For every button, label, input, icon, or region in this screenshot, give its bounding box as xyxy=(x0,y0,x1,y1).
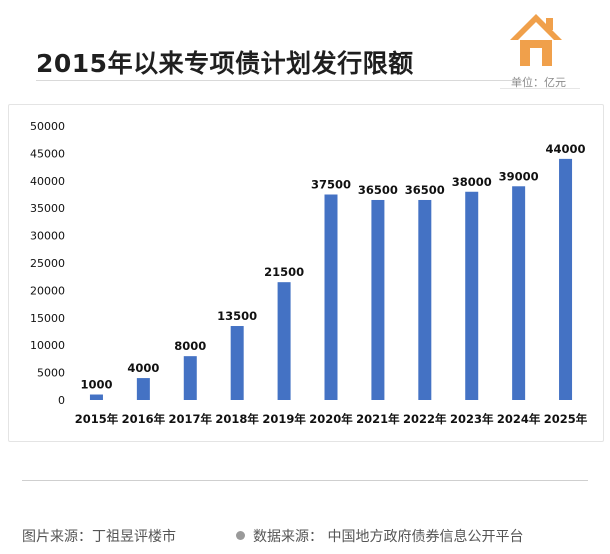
bar xyxy=(465,191,479,400)
footer-divider xyxy=(22,480,588,481)
x-tick-label: 2016年 xyxy=(122,412,166,426)
title-divider xyxy=(36,80,522,81)
bar xyxy=(324,194,338,400)
x-tick-label: 2023年 xyxy=(450,412,494,426)
y-tick-label: 35000 xyxy=(30,202,65,215)
data-label: 39000 xyxy=(499,169,539,183)
data-label: 13500 xyxy=(217,309,257,323)
dot-icon xyxy=(236,531,245,540)
data-label: 38000 xyxy=(452,175,492,189)
y-tick-label: 0 xyxy=(58,394,65,407)
y-tick-label: 5000 xyxy=(37,367,65,380)
y-tick-label: 15000 xyxy=(30,312,65,325)
y-tick-label: 20000 xyxy=(30,284,65,297)
x-tick-label: 2019年 xyxy=(262,412,306,426)
bar xyxy=(230,326,244,400)
data-label: 36500 xyxy=(405,183,445,197)
x-tick-label: 2015年 xyxy=(75,412,119,426)
bar xyxy=(136,378,150,400)
x-tick-label: 2021年 xyxy=(356,412,400,426)
data-label: 8000 xyxy=(174,339,206,353)
y-tick-label: 10000 xyxy=(30,339,65,352)
bar-chart: 0 5000 10000 15000 20000 25000 30000 35000 40000… xyxy=(30,120,588,426)
chart-panel: 0 5000 10000 15000 20000 25000 30000 35000 40000… xyxy=(8,104,604,442)
x-tick-label: 2017年 xyxy=(169,412,213,426)
y-tick-label: 30000 xyxy=(30,230,65,243)
x-tick-label: 2024年 xyxy=(497,412,541,426)
bar xyxy=(559,158,573,400)
y-tick-label: 25000 xyxy=(30,257,65,270)
data-label: 4000 xyxy=(127,361,159,375)
data-source: 数据来源： 中国地方政府债券信息公开平台 xyxy=(236,526,523,546)
bar xyxy=(512,186,526,400)
unit-label: 单位：亿元 xyxy=(511,76,566,89)
data-label: 21500 xyxy=(264,265,304,279)
data-source-text: 数据来源： 中国地方政府债券信息公开平台 xyxy=(253,529,524,545)
bar xyxy=(183,356,197,400)
bar xyxy=(371,199,385,400)
data-label: 1000 xyxy=(80,378,112,392)
x-tick-label: 2025年 xyxy=(544,412,588,426)
bar xyxy=(418,199,432,400)
bar xyxy=(89,394,103,400)
x-tick-label: 2018年 xyxy=(215,412,259,426)
y-tick-label: 50000 xyxy=(30,120,65,133)
chart-title: 2015年以来专项债计划发行限额 xyxy=(36,49,414,78)
data-label: 36500 xyxy=(358,183,398,197)
house-icon xyxy=(508,10,564,72)
y-tick-label: 45000 xyxy=(30,147,65,160)
x-tick-label: 2020年 xyxy=(309,412,353,426)
data-label: 44000 xyxy=(546,142,586,156)
data-label: 37500 xyxy=(311,178,351,192)
image-source: 图片来源：丁祖昱评楼市 xyxy=(22,529,176,545)
bar xyxy=(277,282,291,400)
y-tick-label: 40000 xyxy=(30,175,65,188)
unit-divider xyxy=(500,88,580,89)
x-tick-label: 2022年 xyxy=(403,412,447,426)
